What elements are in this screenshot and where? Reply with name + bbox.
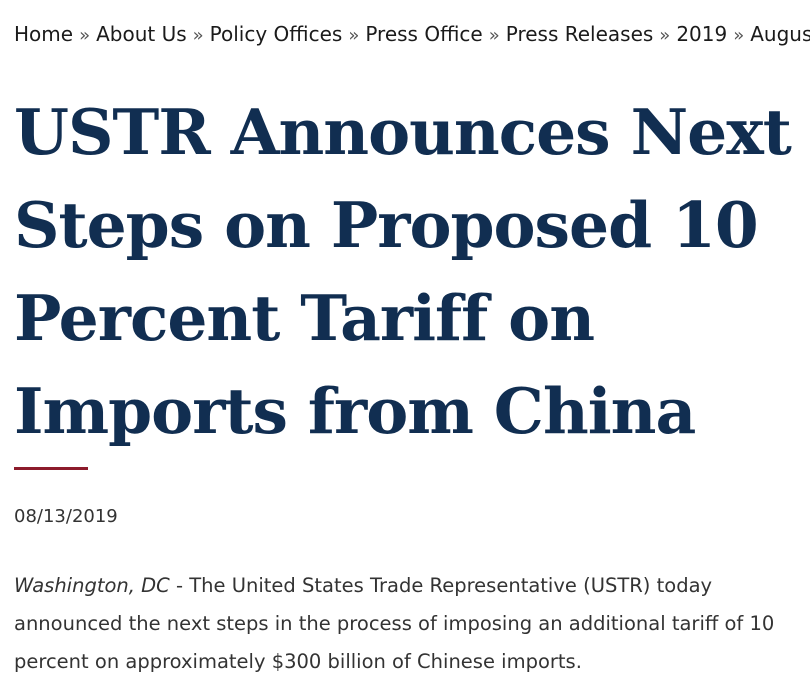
- breadcrumb-policy-offices[interactable]: Policy Offices: [209, 22, 343, 46]
- dateline: Washington, DC: [14, 574, 170, 597]
- lead-text: The United States Trade Representative (…: [14, 574, 775, 673]
- dateline-dash: -: [169, 574, 190, 597]
- breadcrumb-separator: »: [733, 25, 745, 46]
- breadcrumb-separator: »: [659, 25, 671, 46]
- breadcrumb-home[interactable]: Home: [14, 22, 74, 46]
- breadcrumb-august[interactable]: August: [750, 22, 810, 46]
- article-lead-paragraph: Washington, DC - The United States Trade…: [14, 567, 794, 681]
- breadcrumb-press-releases[interactable]: Press Releases: [505, 22, 654, 46]
- breadcrumb-press-office[interactable]: Press Office: [365, 22, 483, 46]
- breadcrumb-2019[interactable]: 2019: [676, 22, 728, 46]
- breadcrumb-separator: »: [488, 25, 500, 46]
- publish-date: 08/13/2019: [14, 506, 118, 527]
- breadcrumb-separator: »: [79, 25, 91, 46]
- page-title: USTR Announces Next Steps on Proposed 10…: [14, 95, 792, 448]
- breadcrumb-separator: »: [192, 25, 204, 46]
- breadcrumb: Home» About Us» Policy Offices» Press Offic…: [14, 20, 810, 50]
- breadcrumb-separator: »: [348, 25, 360, 46]
- title-divider: [14, 467, 88, 470]
- breadcrumb-about-us[interactable]: About Us: [96, 22, 187, 46]
